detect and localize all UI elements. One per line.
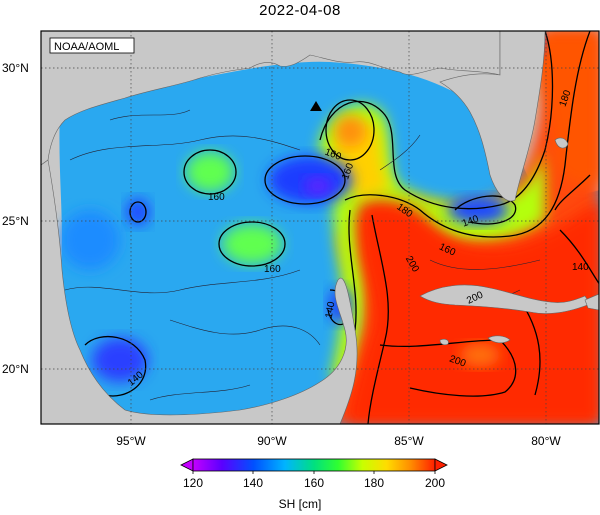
lon-label: 95°W — [116, 434, 146, 448]
graticule — [41, 31, 599, 424]
credit-text: NOAA/AOML — [54, 41, 119, 53]
landmasses — [41, 31, 599, 424]
longitude-labels: 95°W 90°W 85°W 80°W — [116, 434, 561, 448]
contour-label: 140 — [324, 300, 338, 319]
lat-label: 25°N — [2, 214, 29, 228]
lon-label: 90°W — [257, 434, 287, 448]
contour-label: 140 — [572, 262, 589, 273]
colorbar-title: SH [cm] — [278, 497, 322, 511]
colorbar-tick-label: 180 — [363, 476, 385, 490]
lat-label: 30°N — [2, 61, 29, 75]
lon-label: 80°W — [531, 434, 561, 448]
colorbar-high-arrow — [434, 458, 448, 472]
latitude-labels: 30°N 25°N 20°N — [2, 61, 29, 376]
lat-label: 20°N — [2, 362, 29, 376]
credit-box — [49, 37, 135, 54]
map-title: 2022-04-08 — [259, 2, 341, 19]
colorbar-tick-label: 140 — [242, 476, 264, 490]
contour-labels: 160 160 160 160 140 140 160 180 200 200 … — [126, 88, 589, 388]
colorbar-tick-label: 120 — [182, 476, 204, 490]
colorbar-tick-label: 160 — [303, 476, 325, 490]
triangle-marker — [310, 101, 322, 111]
colorbar — [180, 458, 448, 474]
colorbar-tick-label: 200 — [424, 476, 446, 490]
sea-height-field — [59, 31, 599, 424]
colorbar-low-arrow — [180, 458, 194, 472]
map-frame — [40, 30, 600, 425]
contour-label: 160 — [264, 264, 281, 275]
colorbar-ramp — [192, 458, 436, 472]
lon-label: 85°W — [394, 434, 424, 448]
contour-label: 160 — [208, 192, 225, 203]
